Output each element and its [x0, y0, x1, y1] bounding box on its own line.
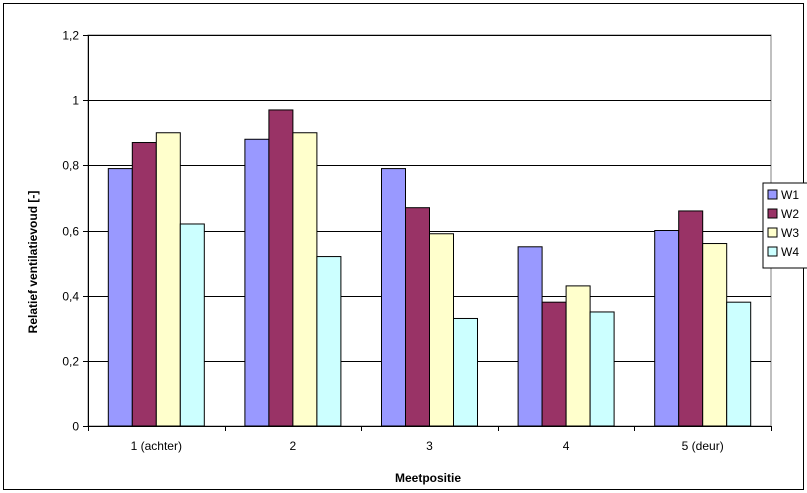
legend-swatch-w4: [767, 246, 778, 257]
y-tick-label: 1: [72, 94, 79, 108]
bar-w4: [726, 301, 752, 427]
x-tick-label: 2: [290, 439, 297, 453]
y-tick-label: 1,2: [62, 29, 79, 43]
legend-swatch-w2: [767, 208, 778, 219]
tick-labels: 0 0,2 0,4 0,6 0,8 1 1,2 1 (achter) 2 3 4 5 (deur): [62, 29, 723, 454]
bar-w1: [244, 138, 270, 427]
bar-w3: [429, 233, 454, 427]
axes: [83, 35, 772, 431]
bar-w3: [155, 132, 181, 427]
y-axis-title: Relatief ventilatievoud [-]: [26, 191, 40, 334]
legend-swatch-w3: [767, 227, 778, 238]
x-tick-label: 5 (deur): [682, 439, 724, 453]
bar-w3: [292, 132, 318, 427]
bar-w1: [381, 168, 406, 427]
bar-w1: [517, 246, 543, 427]
bar-w2: [541, 301, 567, 427]
bar-w1: [107, 168, 133, 427]
bar-w4: [179, 223, 205, 427]
y-tick-label: 0: [72, 420, 79, 434]
legend-label-w4: W4: [781, 245, 799, 259]
bar-w3: [565, 285, 591, 427]
y-tick-label: 0,4: [62, 290, 79, 304]
x-axis-title: Meetpositie: [395, 471, 461, 485]
bar-w3: [702, 243, 728, 427]
legend-label-w3: W3: [781, 226, 799, 240]
bars: [107, 109, 752, 427]
x-tick-label: 1 (achter): [131, 439, 182, 453]
bar-w4: [316, 256, 342, 427]
x-tick-label: 3: [426, 439, 433, 453]
legend-label-w2: W2: [781, 207, 799, 221]
y-tick-label: 0,8: [62, 159, 79, 173]
bar-w1: [654, 230, 680, 427]
legend-label-w1: W1: [781, 188, 799, 202]
y-tick-label: 0,2: [62, 355, 79, 369]
legend: W1 W2 W3 W4: [762, 182, 807, 269]
bar-w2: [678, 210, 704, 427]
bar-w4: [589, 311, 615, 427]
bar-w2: [405, 207, 430, 427]
bar-w2: [268, 109, 294, 427]
y-tick-label: 0,6: [62, 225, 79, 239]
bar-w4: [453, 317, 478, 427]
bar-w2: [131, 142, 157, 427]
legend-swatch-w1: [767, 189, 778, 200]
x-tick-label: 4: [563, 439, 570, 453]
